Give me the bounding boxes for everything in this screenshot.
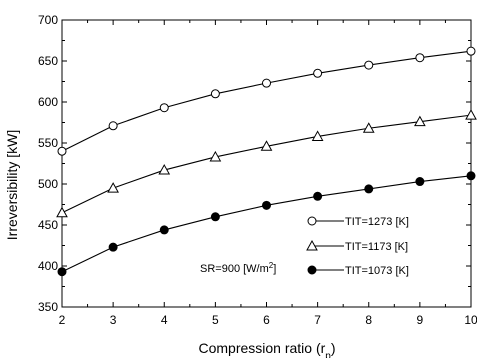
x-tick-label: 6	[263, 313, 270, 327]
data-point-open-circle	[57, 146, 67, 156]
x-tick-label: 5	[212, 313, 219, 327]
data-point-open-triangle	[260, 140, 273, 151]
data-point-filled-circle	[210, 212, 220, 222]
legend: TIT=1273 [K] TIT=1173 [K] TIT=1073 [K]	[306, 216, 409, 277]
y-axis-label: Irreversibility [kW]	[4, 130, 20, 240]
data-point-filled-circle	[108, 242, 118, 252]
x-tick-label: 4	[161, 313, 168, 327]
y-tick-label: 700	[38, 13, 58, 27]
data-point-open-triangle	[158, 164, 171, 175]
data-point-open-circle	[159, 103, 169, 113]
series-line-2	[61, 175, 472, 273]
data-point-open-triangle	[209, 150, 222, 162]
data-point-open-circle	[466, 46, 476, 56]
data-point-open-triangle	[414, 115, 426, 127]
legend-item-tit-1273: TIT=1273 [K]	[307, 216, 409, 228]
data-point-filled-circle	[57, 267, 67, 277]
data-point-open-circle	[415, 53, 425, 63]
y-tick-label: 400	[38, 259, 58, 273]
legend-marker-open-triangle	[306, 239, 318, 251]
legend-label: TIT=1073 [K]	[345, 265, 409, 277]
data-point-open-triangle	[107, 182, 119, 193]
data-point-open-triangle	[465, 109, 477, 120]
legend-marker-open-circle	[307, 216, 317, 226]
data-point-open-triangle	[362, 122, 375, 133]
data-point-open-circle	[262, 78, 271, 88]
series-line-1	[61, 114, 472, 214]
y-tick-label: 350	[38, 300, 58, 314]
x-tick-label: 3	[110, 313, 117, 327]
data-point-filled-circle	[262, 200, 271, 210]
series-line-0	[61, 50, 472, 152]
legend-label: TIT=1273 [K]	[345, 216, 409, 228]
data-point-open-circle	[364, 60, 374, 70]
data-point-filled-circle	[364, 184, 374, 194]
x-tick-label: 10	[464, 313, 477, 327]
data-point-open-circle	[210, 89, 220, 99]
data-point-open-circle	[108, 121, 118, 131]
y-tick-label: 600	[38, 95, 58, 109]
x-tick-label: 7	[314, 313, 321, 327]
data-point-open-triangle	[56, 206, 68, 218]
legend-item-tit-1073: TIT=1073 [K]	[307, 265, 409, 277]
sr-annotation: SR=900 [W/m2]	[200, 261, 276, 276]
y-tick-label: 650	[38, 54, 58, 68]
legend-label: TIT=1173 [K]	[345, 241, 408, 253]
data-point-open-triangle	[311, 130, 324, 141]
legend-item-tit-1173: TIT=1173 [K]	[306, 239, 408, 253]
data-point-open-circle	[313, 68, 323, 78]
x-axis-label: Compression ratio (rp)	[198, 340, 335, 358]
data-point-filled-circle	[415, 177, 425, 187]
data-point-filled-circle	[159, 225, 169, 235]
data-point-filled-circle	[313, 191, 323, 201]
legend-marker-filled-circle	[307, 265, 317, 275]
y-tick-label: 450	[38, 218, 58, 232]
data-point-filled-circle	[466, 171, 476, 181]
y-tick-label: 550	[38, 136, 58, 150]
x-tick-label: 8	[365, 313, 372, 327]
x-tick-label: 9	[417, 313, 424, 327]
x-tick-label: 2	[59, 313, 66, 327]
y-tick-label: 500	[38, 177, 58, 191]
